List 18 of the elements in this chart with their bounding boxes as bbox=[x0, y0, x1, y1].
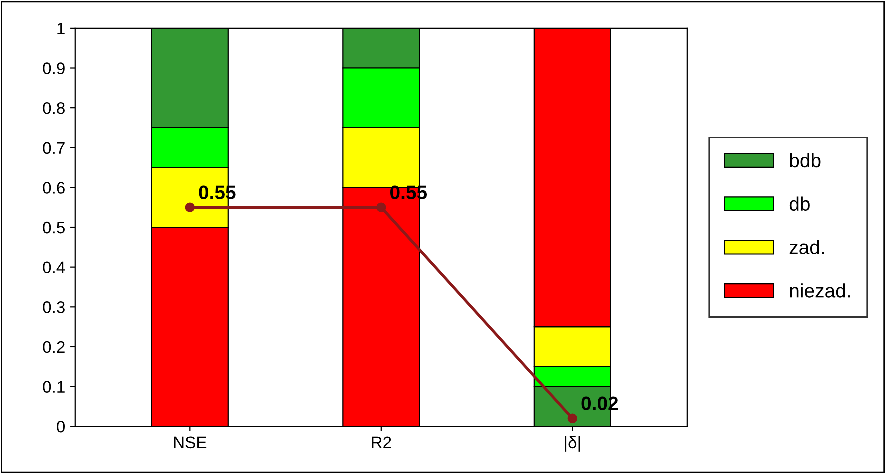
y-tick-label: 0.2 bbox=[43, 341, 65, 354]
legend-label: db bbox=[790, 196, 810, 212]
y-tick-label: 0.5 bbox=[43, 222, 65, 234]
x-tick-label: NSE bbox=[174, 436, 207, 449]
y-tick-label: 0.8 bbox=[43, 102, 65, 114]
y-tick-label: 0.6 bbox=[43, 182, 65, 194]
y-tick-label: 0.7 bbox=[43, 142, 65, 154]
y-tick-label: 1 bbox=[58, 23, 65, 34]
x-tick-label: R2 bbox=[372, 436, 392, 448]
x-tick-label: |δ| bbox=[565, 436, 580, 452]
y-tick-label: 0.9 bbox=[43, 62, 65, 74]
legend-label: bdb bbox=[790, 153, 821, 168]
y-tick-label: 0 bbox=[57, 421, 66, 433]
y-tick-label: 0.1 bbox=[43, 381, 65, 393]
y-tick-label: 0.4 bbox=[43, 262, 66, 274]
y-tick-label: 0.3 bbox=[43, 302, 65, 314]
legend-label: niezad. bbox=[790, 284, 850, 298]
legend-label: zad. bbox=[790, 240, 824, 254]
